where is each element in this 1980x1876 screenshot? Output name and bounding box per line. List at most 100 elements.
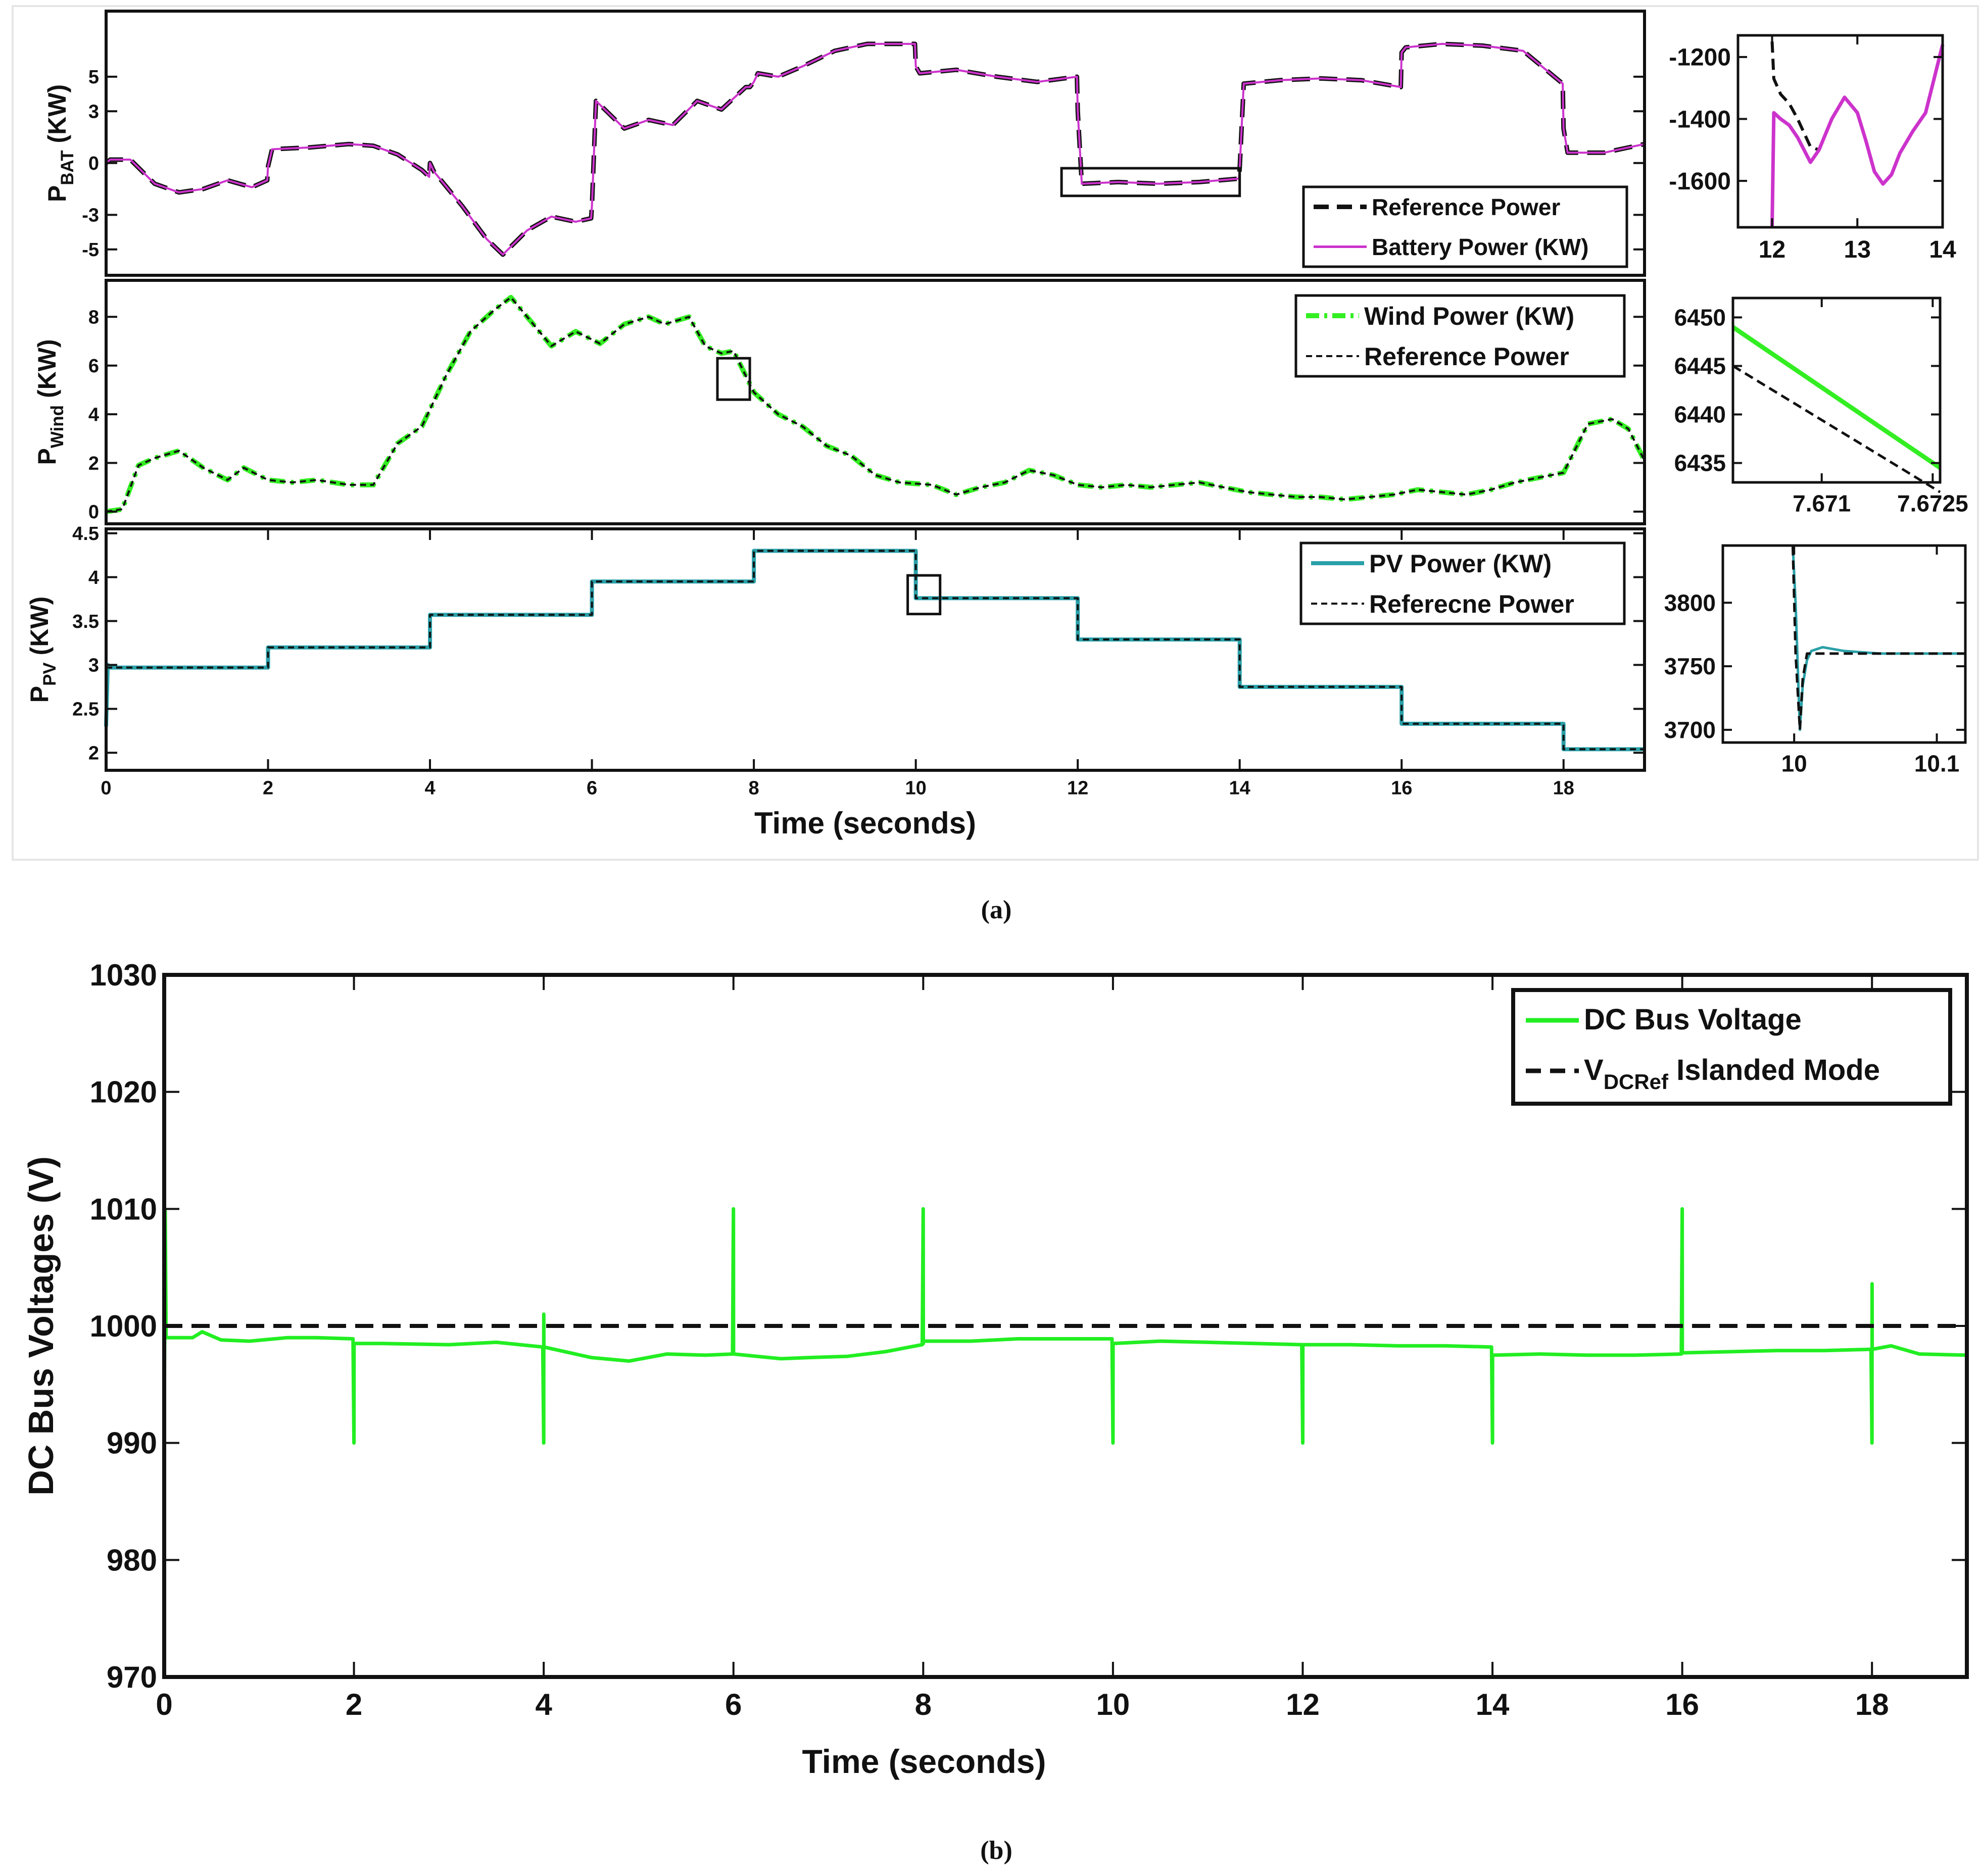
pv-zoom-inset: 3700 3750 3800 10 10.1 [1664, 544, 1967, 777]
wind-plot-frame [105, 279, 1646, 525]
zwind-ytick-label: 6445 [1674, 353, 1726, 379]
zwind-series-wind [1731, 325, 1942, 470]
zwind-xtick-label: 7.6725 [1897, 490, 1968, 517]
pv-xtick-label: 18 [1553, 778, 1574, 799]
pv-ytick-label: 3 [88, 655, 99, 676]
zwind-series-reference [1732, 365, 1941, 493]
dc-y-axis-label: DC Bus Voltages (V) [21, 1156, 61, 1496]
bat-ytick-label: 3 [88, 102, 99, 123]
zbat-ytick-label: -1600 [1669, 168, 1731, 195]
zbat-series-battery [1770, 44, 1945, 228]
pv-xtick-label: 10 [905, 778, 926, 799]
pv-y-axis-label: PPV (KW) [25, 597, 60, 703]
battery-y-axis-label: PBAT (KW) [43, 84, 77, 202]
bat-ytick-label: 0 [88, 153, 99, 174]
wind-series-reference-power [106, 296, 1646, 513]
battery-zoom-inset: -1600 -1400 -1200 12 13 14 [1669, 34, 1956, 263]
dc-ytick-label: 1030 [90, 958, 157, 992]
caption-b: (b) [980, 1836, 1012, 1865]
pv-ytick-label: 4 [88, 567, 99, 588]
dc-ytick-label: 1000 [90, 1309, 157, 1343]
pv-ytick-label: 4.5 [72, 523, 99, 545]
wind-legend [1294, 294, 1626, 378]
time-x-axis-label: Time (seconds) [754, 806, 976, 840]
caption-a: (a) [981, 896, 1012, 924]
wind-ytick-label: 8 [88, 307, 99, 328]
wind-ytick-label: 6 [88, 356, 99, 377]
dc-legend-ref-label: VDCRef Islanded Mode [1584, 1054, 1880, 1094]
zbat-xtick-label: 12 [1759, 236, 1785, 263]
dc-xtick-label: 0 [156, 1688, 172, 1721]
pv-legend-label: Referecne Power [1369, 590, 1574, 618]
pv-xtick-label: 0 [101, 778, 111, 799]
wind-zoom-inset: 6435 6440 6445 6450 7.671 7.6725 [1674, 297, 1968, 517]
pv-legend [1299, 541, 1626, 625]
bat-plot-frame [105, 10, 1646, 277]
bat-ytick-label: 5 [88, 67, 99, 88]
wind-ytick-label: 0 [88, 502, 99, 523]
zpv-ytick-label: 3700 [1664, 717, 1716, 743]
dc-xtick-label: 12 [1286, 1688, 1320, 1721]
dc-ytick-label: 1020 [90, 1075, 157, 1109]
dc-xtick-label: 10 [1096, 1688, 1130, 1721]
zwind-plot-frame [1731, 297, 1942, 484]
bat-ytick-label: -3 [82, 205, 99, 226]
wind-y-axis-label: PWind (KW) [33, 339, 67, 465]
wind-zoom-box [716, 357, 751, 401]
zwind-ytick-label: 6435 [1674, 450, 1726, 476]
zbat-plot-frame [1736, 34, 1944, 229]
dc-ytick-label: 970 [107, 1660, 157, 1694]
pv-zoom-box [906, 574, 942, 616]
pv-xtick-label: 2 [263, 778, 273, 799]
dc-x-axis-label: Time (seconds) [802, 1743, 1046, 1780]
dc-xtick-label: 18 [1855, 1688, 1889, 1721]
dc-xtick-label: 4 [535, 1688, 552, 1721]
zbat-xtick-label: 13 [1844, 236, 1871, 263]
dc-xtick-label: 2 [346, 1688, 362, 1721]
wind-legend-label: Reference Power [1364, 342, 1569, 371]
pv-ytick-label: 2.5 [72, 699, 99, 720]
pv-xtick-label: 12 [1067, 778, 1088, 799]
zbat-ytick-label: -1200 [1669, 44, 1731, 71]
pv-xtick-label: 6 [587, 778, 597, 799]
pv-plot-frame [105, 527, 1646, 772]
dc-xtick-label: 8 [915, 1688, 932, 1721]
dc-series-dc-bus-voltage [162, 1207, 1967, 1445]
dc-legend [1511, 988, 1952, 1106]
bat-series-battery-power-kw- [105, 42, 1645, 256]
zbat-ytick-label: -1400 [1669, 106, 1731, 133]
dc-bus-voltage-chart: 970 980 990 1000 1010 1020 1030 0 2 4 6 8 10 12 14 16 18… [21, 958, 1969, 1780]
dc-xtick-label: 6 [725, 1688, 742, 1721]
pv-ytick-label: 2 [88, 743, 99, 764]
pv-xtick-label: 8 [749, 778, 759, 799]
bat-zoom-box [1060, 167, 1241, 198]
pv-series-referecne-power [106, 550, 1645, 751]
zpv-plot-frame [1721, 544, 1967, 744]
dc-ytick-label: 990 [107, 1426, 157, 1460]
battery-legend-label: Battery Power (KW) [1372, 234, 1588, 260]
zwind-ytick-label: 6440 [1674, 402, 1726, 428]
zpv-series-reference [1723, 544, 1965, 731]
pv-xtick-label: 4 [424, 778, 435, 799]
panel-a-frame [12, 5, 1979, 861]
bat-ytick-label: -5 [82, 239, 99, 261]
dc-ytick-label: 980 [107, 1543, 157, 1577]
zpv-xtick-label: 10.1 [1914, 751, 1960, 777]
wind-power-chart: 0 2 4 6 8 PWind (KW) Wind Power (KW) Reference … [33, 279, 1647, 525]
battery-legend [1302, 185, 1628, 268]
zwind-xtick-label: 7.671 [1793, 490, 1851, 517]
battery-power-chart: -5 -3 0 3 5 PBAT (KW) Reference Power Battery P… [43, 10, 1646, 277]
battery-legend-label: Reference Power [1372, 194, 1560, 220]
pv-legend-label: PV Power (KW) [1369, 550, 1552, 578]
wind-ytick-label: 4 [88, 404, 99, 425]
pv-xtick-label: 16 [1391, 778, 1412, 799]
zwind-ytick-label: 6450 [1674, 305, 1726, 331]
dc-xtick-label: 16 [1665, 1688, 1699, 1721]
zpv-ytick-label: 3800 [1664, 589, 1716, 616]
dc-legend-label: DC Bus Voltage [1584, 1003, 1802, 1036]
pv-xtick-label: 14 [1229, 778, 1250, 799]
dc-xtick-label: 14 [1476, 1688, 1510, 1721]
